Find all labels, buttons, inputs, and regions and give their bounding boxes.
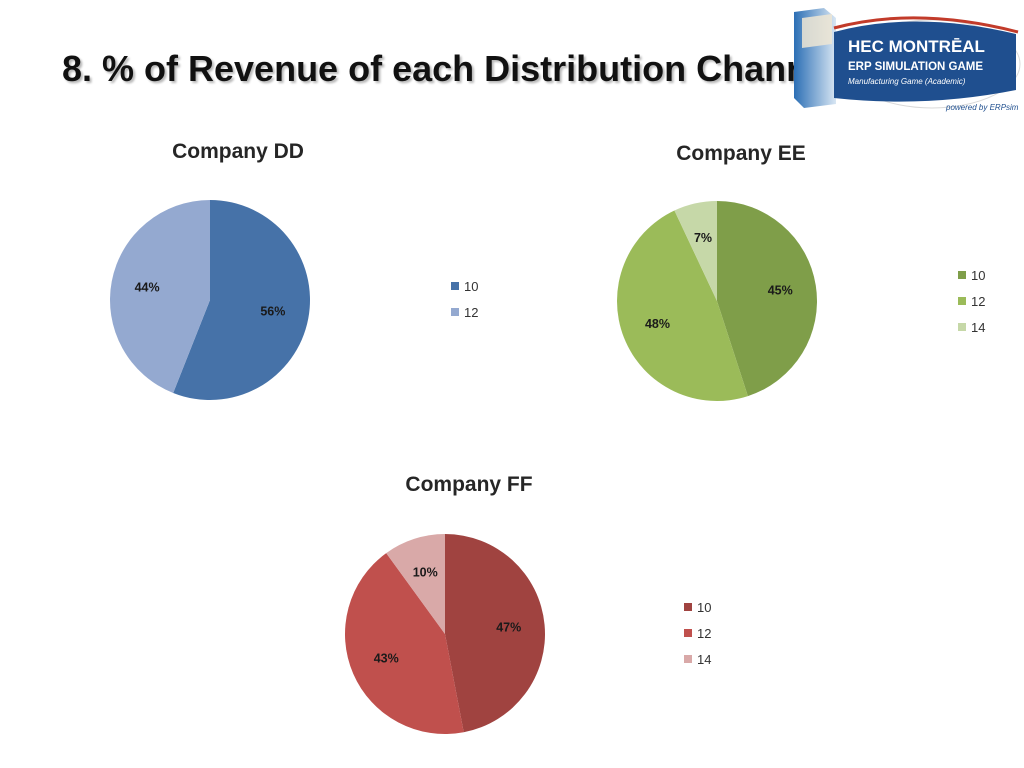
legend-item-12: 12 [684,620,711,646]
pie-slice-10 [173,200,311,400]
legend-swatch [958,297,966,305]
slide-title: 8. % of Revenue of each Distribution Cha… [62,48,839,89]
legend-label: 12 [971,293,986,309]
legend-item-12: 12 [451,299,478,325]
chart-title-ff: Company FF [405,473,533,496]
legend-label: 12 [697,625,712,641]
legend-item-14: 14 [684,646,711,672]
logo-product: ERP SIMULATION GAME [848,61,983,73]
data-label-14: 7% [694,231,712,245]
legend-item-14: 14 [958,314,985,340]
pie-chart-dd: 56% 44% [110,200,311,400]
legend-item-12: 12 [958,288,985,314]
legend-dd: 10 12 [451,273,478,325]
chart-title-ee: Company EE [676,142,806,165]
legend-swatch [958,271,966,279]
pie-slice-12 [617,210,748,401]
pie-slice-14 [386,534,445,634]
legend-ff: 10 12 14 [684,594,711,672]
logo-powered-by: powered by ERPsim [945,103,1019,112]
legend-swatch [451,308,459,316]
legend-item-10: 10 [684,594,711,620]
data-label-14: 10% [413,565,438,579]
legend-swatch [684,629,692,637]
data-label-10: 56% [260,304,285,318]
legend-label: 10 [971,267,986,283]
legend-swatch [684,655,692,663]
legend-label: 14 [697,651,712,667]
logo-brand: HEC MONTRĒAL [848,37,985,56]
data-label-12: 48% [645,317,670,331]
legend-item-10: 10 [958,262,985,288]
pie-slice-10 [717,201,817,397]
data-label-12: 44% [135,280,160,294]
legend-label: 10 [464,278,479,294]
pie-slice-10 [445,534,545,733]
legend-item-10: 10 [451,273,478,299]
legend-swatch [451,282,459,290]
legend-swatch [958,323,966,331]
legend-swatch [684,603,692,611]
hec-erpsim-logo: HEC MONTRĒAL ERP SIMULATION GAME Manufac… [794,8,1021,112]
pie-slice-14 [674,201,717,301]
pie-slice-12 [110,200,210,393]
legend-label: 14 [971,319,986,335]
legend-label: 10 [697,599,712,615]
legend-label: 12 [464,304,479,320]
data-label-10: 47% [496,620,521,634]
legend-ee: 10 12 14 [958,262,985,340]
pie-chart-ff: 47% 43% 10% [344,534,545,734]
logo-subtitle: Manufacturing Game (Academic) [848,77,966,86]
chart-title-dd: Company DD [172,140,304,163]
pie-chart-ee: 45% 48% 7% [617,201,817,401]
data-label-12: 43% [374,652,399,666]
data-label-10: 45% [768,283,793,297]
pie-slice-12 [344,553,464,734]
